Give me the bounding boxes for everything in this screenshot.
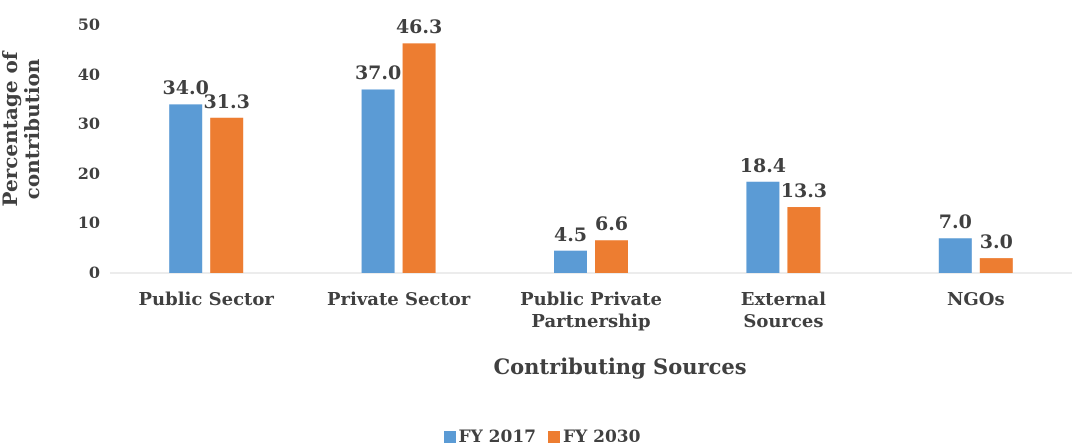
data-label: 37.0	[354, 62, 402, 85]
x-tick-label: Public Private Partnership	[520, 289, 662, 332]
legend-label: FY 2030	[563, 427, 641, 447]
bar	[746, 181, 780, 273]
x-tick-label: External Sources	[740, 289, 827, 332]
data-label: 7.0	[938, 211, 972, 234]
x-tick-label: Public Sector	[138, 289, 274, 310]
y-tick-label: 20	[77, 163, 100, 183]
y-tick-label: 30	[77, 114, 100, 134]
data-label: 18.4	[739, 154, 787, 177]
data-label: 46.3	[395, 16, 443, 39]
bar	[554, 250, 587, 273]
bar	[979, 258, 1013, 273]
legend-swatch	[443, 431, 456, 443]
bar	[402, 43, 436, 273]
legend-item: FY 2030	[548, 427, 640, 447]
bar	[169, 104, 203, 273]
bar	[595, 240, 628, 273]
data-label: 31.3	[203, 90, 250, 113]
bar	[787, 207, 821, 273]
y-axis-label: Percentage of contribution	[0, 51, 44, 207]
legend: FY 2017 FY 2030	[0, 427, 1084, 447]
bar	[361, 89, 395, 273]
y-tick-label: 50	[77, 15, 100, 34]
legend-label: FY 2017	[458, 427, 536, 447]
data-label: 3.0	[979, 231, 1013, 254]
bar	[938, 238, 972, 273]
y-tick-label: 40	[77, 64, 100, 84]
data-label: 6.6	[594, 213, 629, 236]
x-tick-label: Private Sector	[326, 289, 471, 310]
data-label: 34.0	[162, 77, 209, 100]
y-tick-label: 0	[88, 263, 100, 282]
bar	[210, 117, 244, 273]
x-tick-label: NGOs	[946, 289, 1005, 310]
x-axis-label: Contributing Sources	[493, 354, 747, 379]
data-label: 13.3	[780, 180, 828, 203]
data-label: 4.5	[553, 223, 588, 246]
legend-item: FY 2017	[443, 427, 536, 447]
legend-swatch	[548, 431, 560, 443]
y-tick-label: 10	[77, 213, 100, 233]
